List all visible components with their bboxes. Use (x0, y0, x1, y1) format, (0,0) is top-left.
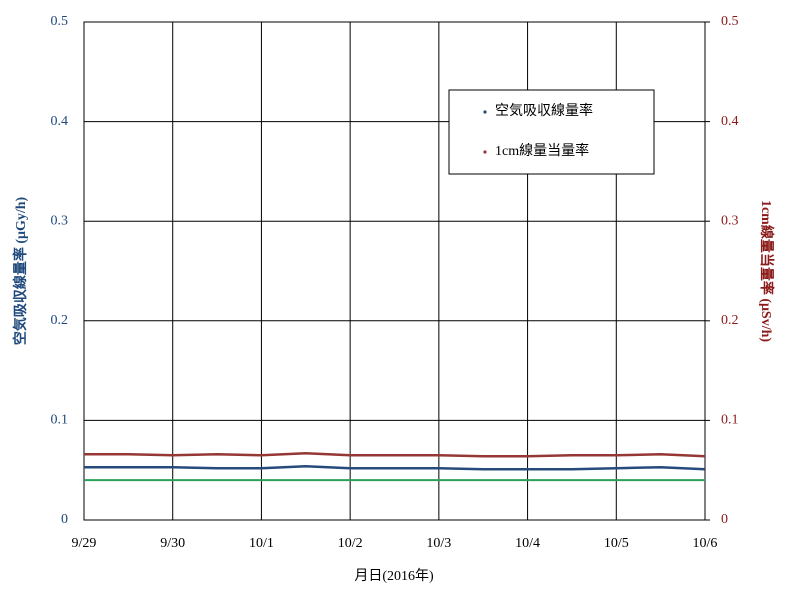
y-tick-label: 0.5 (51, 14, 69, 29)
series-line (84, 452, 706, 458)
plot-frame (83, 21, 706, 521)
x-tick-label: 10/1 (249, 536, 274, 551)
y2-tick-label: 0.1 (721, 413, 739, 428)
y-tick-label: 0.2 (51, 313, 69, 328)
y-tick-label: 0.1 (51, 413, 69, 428)
y2-tick-label: 0.3 (721, 213, 739, 228)
y-tick-label: 0 (61, 512, 68, 527)
y2-tick-label: 0 (721, 512, 728, 527)
legend-box (448, 89, 655, 175)
y2-tick-label: 0.4 (721, 114, 739, 129)
y2-tick-label: 0.5 (721, 14, 739, 29)
y2-tick-label: 0.2 (721, 313, 739, 328)
x-tick-label: 10/5 (604, 536, 629, 551)
x-axis-label: 月日(2016年) (354, 568, 434, 584)
x-tick-label: 10/2 (338, 536, 363, 551)
x-tick-label: 10/6 (693, 536, 718, 551)
x-tick-label: 9/30 (160, 536, 185, 551)
legend-marker (483, 110, 487, 114)
x-tick-label: 10/4 (515, 536, 540, 551)
x-tick-label: 10/3 (426, 536, 451, 551)
x-tick-label: 9/29 (72, 536, 97, 551)
legend-marker (483, 150, 487, 154)
y-axis-label: 空気吸収線量率 (μGy/h) (12, 197, 29, 346)
y2-axis-label: 1cm線量当量率 (μSv/h) (758, 200, 775, 342)
legend-label: 空気吸収線量率 (495, 102, 593, 119)
series-line (84, 464, 706, 471)
y-tick-label: 0.4 (51, 114, 69, 129)
legend-label: 1cm線量当量率 (495, 142, 589, 159)
y-tick-label: 0.3 (51, 213, 69, 228)
